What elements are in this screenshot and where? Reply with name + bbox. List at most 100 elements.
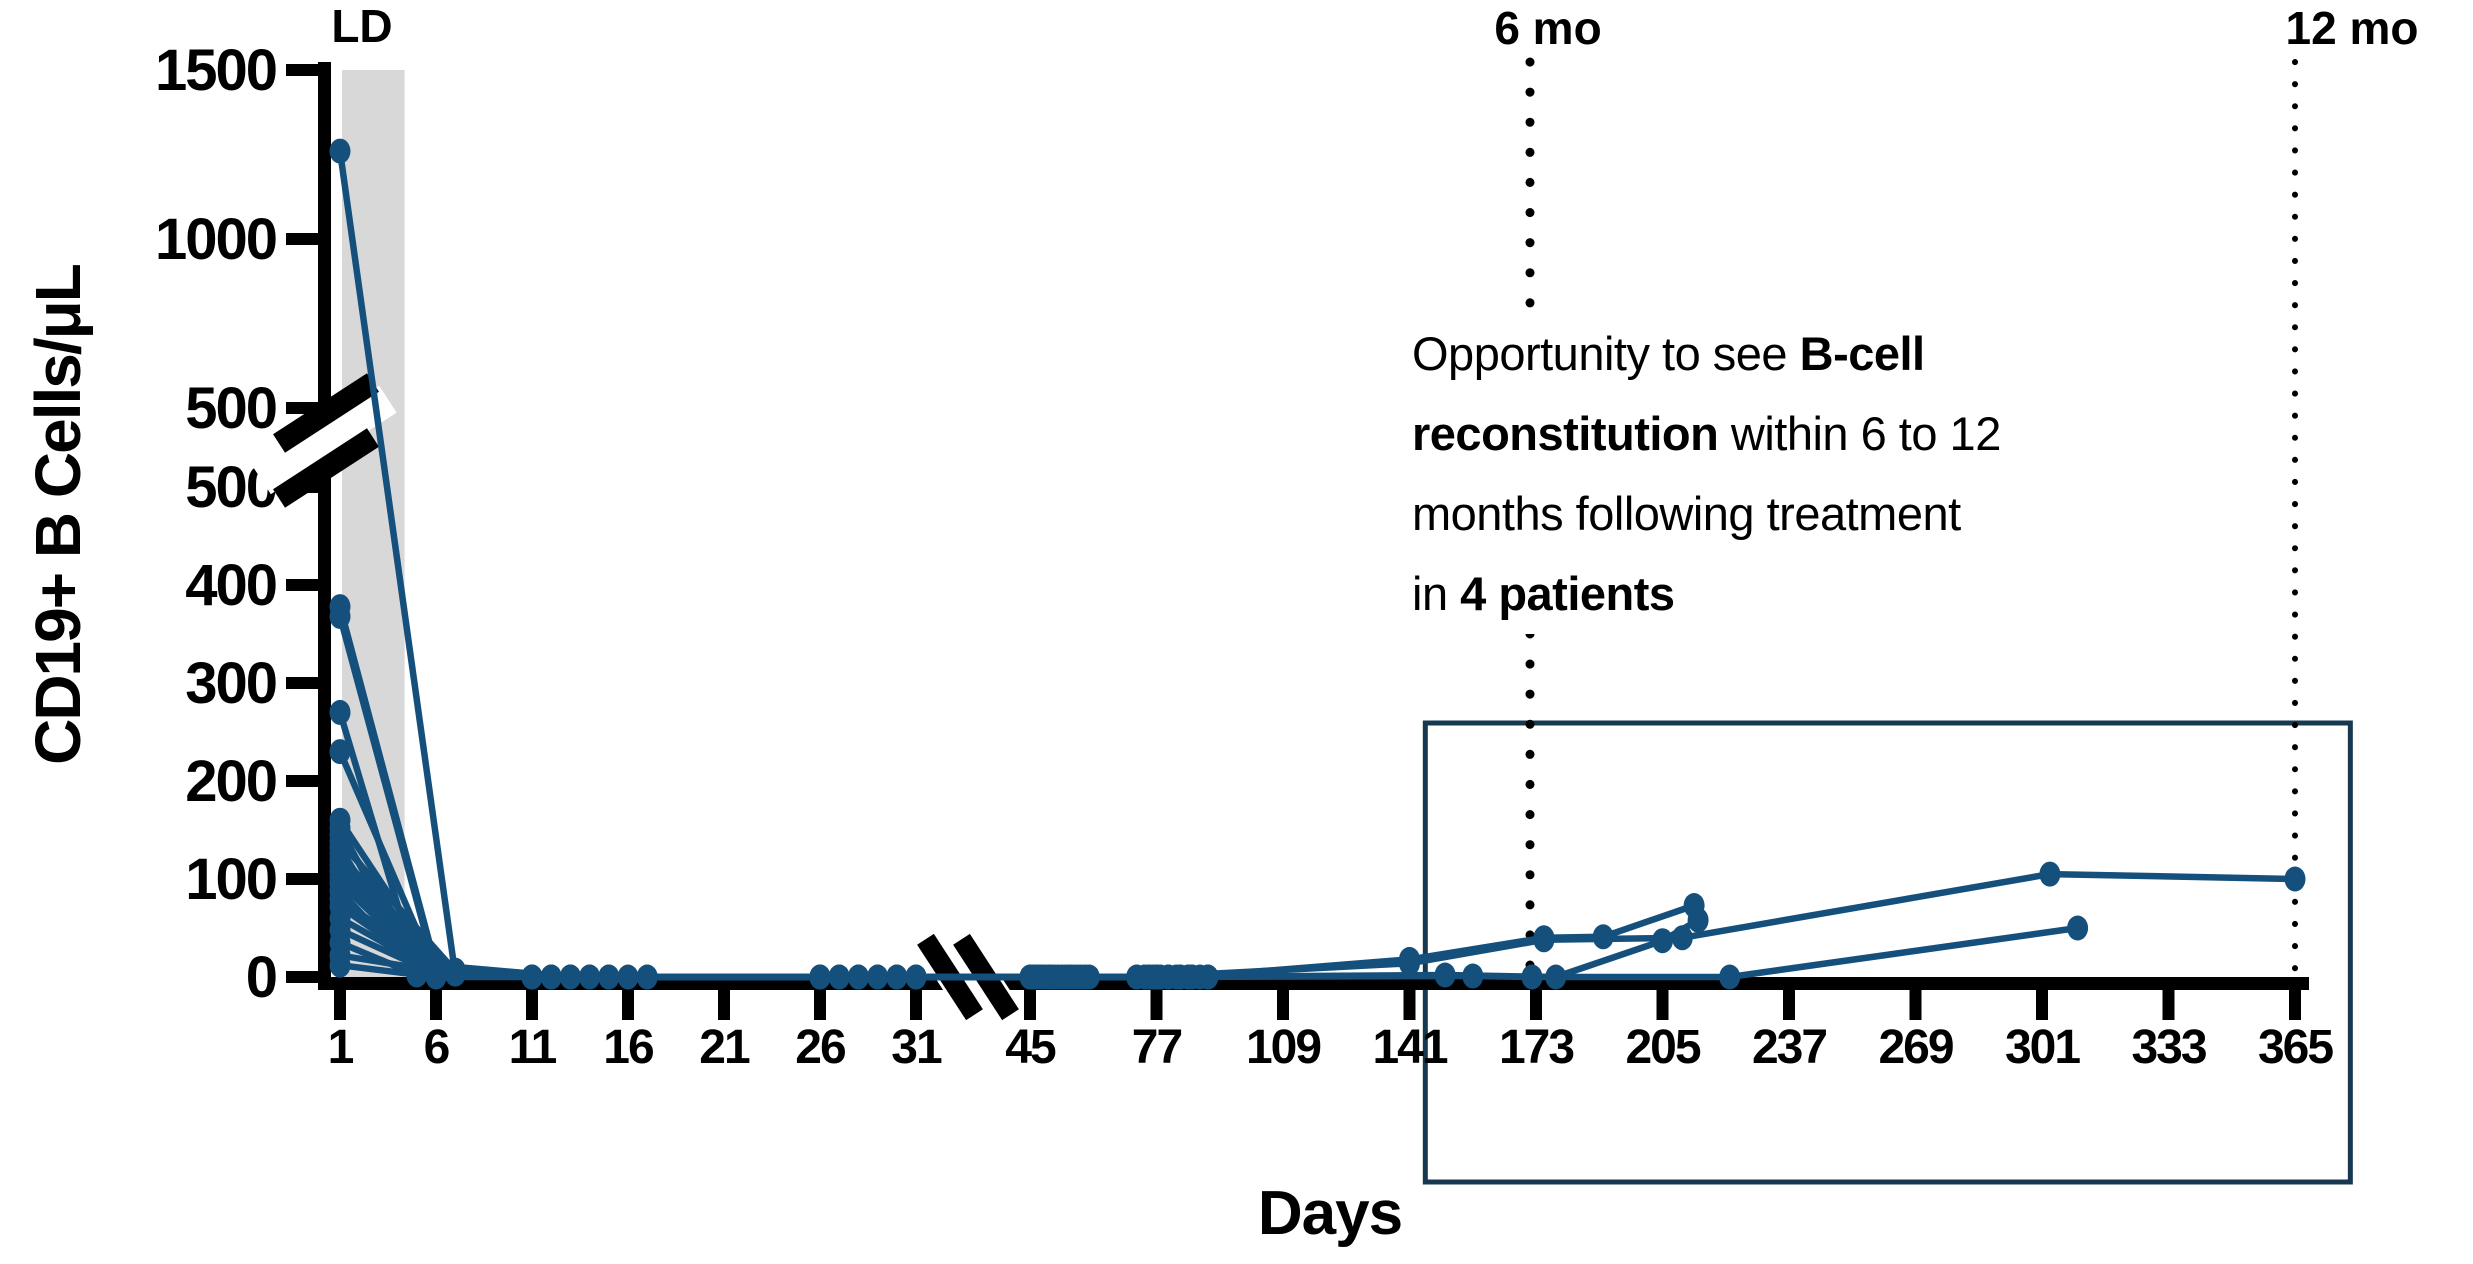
y-tick xyxy=(286,971,318,983)
x-tick-label: 11 xyxy=(509,1021,557,1074)
y-tick-label: 200 xyxy=(185,749,276,814)
data-point xyxy=(329,699,351,725)
annotation-line: Opportunity to see B-cell xyxy=(1412,314,2112,394)
data-point xyxy=(2067,915,2089,941)
annotation-text-segment: in xyxy=(1412,567,1461,620)
x-tick xyxy=(2036,990,2048,1020)
x-tick-label: 31 xyxy=(891,1021,942,1074)
patient-line-patient-11 xyxy=(337,851,1189,981)
annotation-text-segment: Opportunity to see xyxy=(1412,327,1800,380)
ld-label: LD xyxy=(331,0,392,52)
patient-line-patient-23 xyxy=(339,870,2296,981)
patient-line-patient-7 xyxy=(337,826,1208,981)
x-tick-label: 237 xyxy=(1752,1021,1826,1074)
data-point xyxy=(1671,925,1693,951)
x-tick xyxy=(814,990,826,1020)
data-point xyxy=(329,603,351,629)
x-tick-label: 45 xyxy=(1005,1021,1056,1074)
highlight-box xyxy=(1422,720,2353,1185)
x-tick xyxy=(1909,990,1922,1020)
x-tick-label: 301 xyxy=(2005,1021,2080,1074)
data-point xyxy=(1521,964,1543,990)
patient-line-patient-10 xyxy=(337,845,1145,981)
x-tick xyxy=(622,990,634,1020)
y-axis-line xyxy=(318,62,331,990)
patient-line-patient-16 xyxy=(337,880,1193,981)
x-tick-label: 365 xyxy=(2258,1021,2333,1074)
y-tick-label: 100 xyxy=(185,847,276,912)
x-tick-label: 141 xyxy=(1372,1021,1447,1074)
x-tick-label: 333 xyxy=(2131,1021,2205,1074)
y-axis-break-slash xyxy=(273,373,379,453)
data-point xyxy=(2039,861,2061,887)
six-month-label: 6 mo xyxy=(1494,2,1601,54)
y-tick xyxy=(286,579,318,591)
twelve-month-label: 12 mo xyxy=(2286,2,2419,54)
x-tick xyxy=(910,990,922,1020)
x-tick xyxy=(1024,990,1036,1020)
annotation-bold-text: reconstitution xyxy=(1412,407,1719,460)
patient-line-patient-2 xyxy=(336,605,1149,981)
patient-line-patient-24 xyxy=(339,961,1208,981)
x-tick xyxy=(1403,990,1416,1020)
annotation-text-segment: months following treatment xyxy=(1412,487,1961,540)
patient-line-patient-6 xyxy=(337,818,1193,981)
x-tick-label: 173 xyxy=(1499,1021,1573,1074)
y-axis-break-gap xyxy=(253,385,397,495)
patient-line-patient-1 xyxy=(336,150,1157,981)
data-point xyxy=(425,964,447,990)
data-point xyxy=(329,138,351,164)
data-point xyxy=(636,964,658,990)
x-tick-label: 109 xyxy=(1246,1021,1320,1074)
x-tick-label: 269 xyxy=(1878,1021,1952,1074)
y-tick-label: 1000 xyxy=(155,207,276,272)
patient-line-patient-5 xyxy=(337,750,1181,981)
y-axis-title: CD19+ B Cells/μL xyxy=(22,264,94,765)
data-point xyxy=(1462,963,1484,989)
x-tick xyxy=(334,990,346,1020)
y-tick xyxy=(286,64,318,76)
annotation-text: Opportunity to see B-cell reconstitution … xyxy=(1412,314,2112,634)
x-tick xyxy=(1150,990,1163,1020)
x-tick xyxy=(1783,990,1795,1020)
annotation-line: reconstitution within 6 to 12 xyxy=(1412,394,2112,474)
patient-line-patient-13 xyxy=(337,863,1181,981)
patient-line-patient-3 xyxy=(336,615,1137,981)
data-point xyxy=(905,964,927,990)
x-tick xyxy=(1530,990,1542,1020)
y-tick-label: 300 xyxy=(185,651,276,716)
data-point xyxy=(329,739,351,765)
y-tick xyxy=(286,775,318,787)
data-point xyxy=(1078,964,1100,990)
y-tick xyxy=(286,873,318,885)
x-tick-label: 1 xyxy=(328,1021,354,1074)
x-tick-label: 77 xyxy=(1132,1021,1182,1074)
patient-line-patient-9 xyxy=(337,839,1169,981)
x-tick xyxy=(1656,990,1669,1020)
y-tick-label: 400 xyxy=(185,553,276,618)
x-tick xyxy=(2289,990,2301,1020)
y-tick-label: 1500 xyxy=(155,38,276,103)
x-tick-label: 16 xyxy=(603,1021,653,1074)
y-axis-break-slash xyxy=(273,428,379,508)
y-tick-label: 0 xyxy=(246,945,276,1010)
patient-line-patient-12 xyxy=(337,857,1200,981)
x-tick-label: 21 xyxy=(699,1021,750,1074)
x-tick-label: 6 xyxy=(424,1021,449,1074)
annotation-bold-text: B-cell xyxy=(1799,327,1926,380)
x-tick xyxy=(2162,990,2175,1020)
y-tick-label: 500 xyxy=(185,376,276,441)
x-tick xyxy=(1277,990,1289,1020)
x-axis-title: Days xyxy=(1257,1179,1403,1248)
data-point xyxy=(1719,964,1741,990)
annotation-text-segment: within 6 to 12 xyxy=(1718,407,2001,460)
data-point xyxy=(1197,964,1219,990)
patient-line-patient-4 xyxy=(336,711,1169,981)
data-point xyxy=(1533,927,1555,953)
data-point xyxy=(2284,866,2306,892)
y-tick xyxy=(286,677,318,689)
data-point xyxy=(1399,950,1420,976)
annotation-bold-text: 4 patients xyxy=(1460,567,1675,620)
